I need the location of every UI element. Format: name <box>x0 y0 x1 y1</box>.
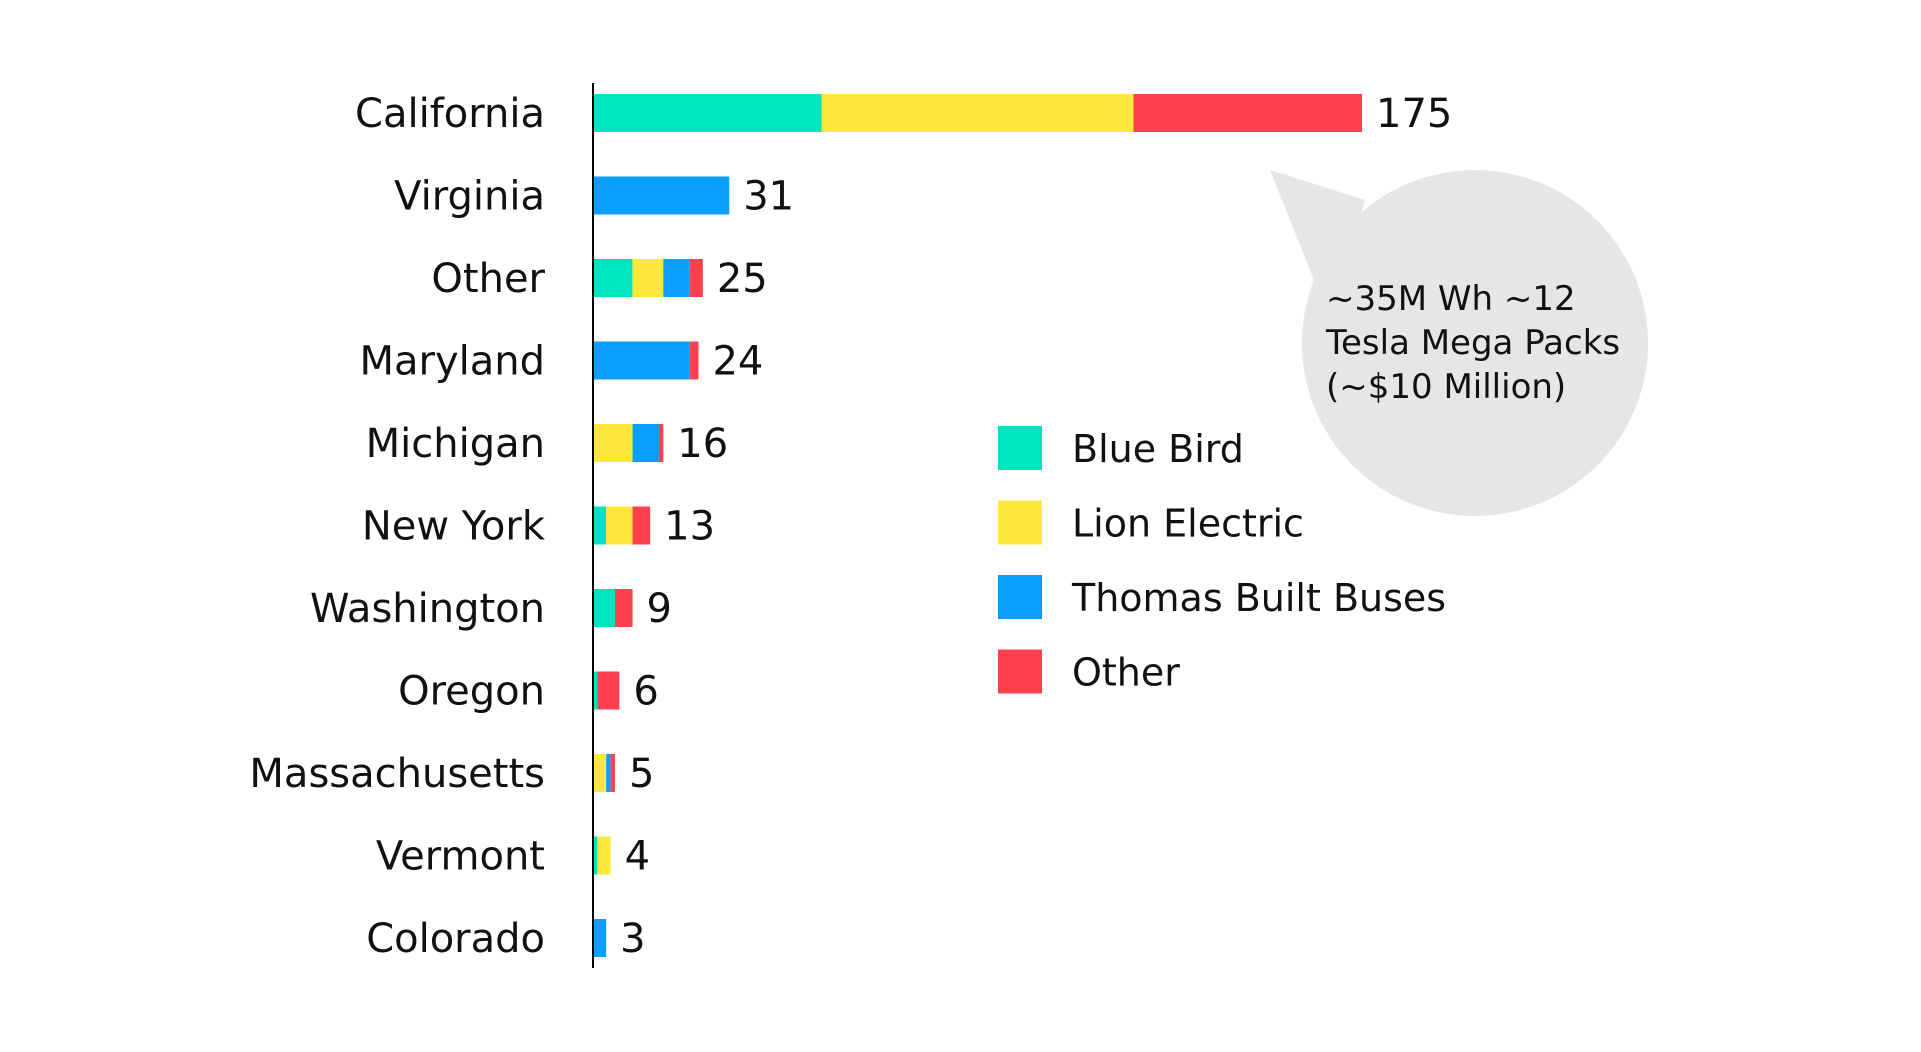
bar-segment-oregon-other <box>597 671 620 710</box>
bar-segment-other-other <box>689 259 703 297</box>
bar-segment-massachusetts-lion-electric <box>593 754 607 792</box>
category-label-other: Other <box>431 256 545 302</box>
legend-swatch-blue-bird <box>998 426 1042 470</box>
legend-label-other: Other <box>1072 651 1180 695</box>
value-label-other: 25 <box>717 256 768 302</box>
category-label-vermont: Vermont <box>376 834 545 880</box>
legend: Blue Bird Lion Electric Thomas Built Buses… <box>998 426 1446 695</box>
bar-segment-oregon-blue-bird <box>593 671 598 710</box>
bar-segment-vermont-blue-bird <box>593 836 598 875</box>
category-label-colorado: Colorado <box>366 916 545 962</box>
category-label-new-york: New York <box>362 504 546 550</box>
bar-segment-massachusetts-other <box>610 754 615 792</box>
bar-segment-california-lion-electric <box>821 94 1134 132</box>
legend-label-blue-bird: Blue Bird <box>1072 427 1244 471</box>
category-label-washington: Washington <box>310 586 545 632</box>
bar-segment-washington-other <box>614 589 633 627</box>
bubble-body <box>1302 170 1648 516</box>
bar-segment-california-blue-bird <box>593 94 822 132</box>
category-label-virginia: Virginia <box>394 174 545 220</box>
value-label-vermont: 4 <box>625 834 650 880</box>
bar-segment-virginia-thomas-built-buses <box>593 176 730 215</box>
category-label-oregon: Oregon <box>398 669 545 715</box>
bubble-text-line-1: ~35M Wh ~12 <box>1326 279 1576 319</box>
bars-layer <box>593 94 1362 957</box>
category-label-maryland: Maryland <box>359 339 545 385</box>
bubble-text-line-2: Tesla Mega Packs <box>1325 323 1620 363</box>
value-label-maryland: 24 <box>712 339 763 385</box>
bar-segment-new-york-other <box>632 506 651 545</box>
value-label-colorado: 3 <box>620 916 645 962</box>
bar-segment-other-blue-bird <box>593 259 633 297</box>
value-label-california: 175 <box>1376 91 1452 137</box>
bubble-tail <box>1270 170 1365 320</box>
bar-segment-michigan-other <box>658 424 664 462</box>
value-label-oregon: 6 <box>633 669 658 715</box>
legend-swatch-lion-electric <box>998 500 1042 545</box>
bar-segment-new-york-blue-bird <box>593 506 607 545</box>
bar-segment-vermont-lion-electric <box>597 836 611 875</box>
value-label-virginia: 31 <box>743 174 794 220</box>
bar-segment-massachusetts-thomas-built-buses <box>606 754 611 792</box>
category-label-michigan: Michigan <box>366 421 545 467</box>
labels-layer: California 175 Virginia 31 Other 25 Maryland 24… <box>249 91 1452 962</box>
bar-segment-other-lion-electric <box>632 259 664 297</box>
bar-segment-maryland-thomas-built-buses <box>593 341 690 380</box>
bar-segment-michigan-lion-electric <box>593 424 633 462</box>
value-label-michigan: 16 <box>677 421 728 467</box>
category-label-massachusetts: Massachusetts <box>249 751 545 797</box>
value-label-massachusetts: 5 <box>629 751 654 797</box>
bar-segment-maryland-other <box>689 341 699 380</box>
legend-label-lion-electric: Lion Electric <box>1072 502 1304 546</box>
value-label-washington: 9 <box>647 586 672 632</box>
bar-segment-california-other <box>1133 94 1362 132</box>
bar-segment-other-thomas-built-buses <box>663 259 690 297</box>
legend-label-thomas-built-buses: Thomas Built Buses <box>1071 576 1446 620</box>
bar-segment-washington-blue-bird <box>593 589 615 627</box>
bar-segment-new-york-lion-electric <box>606 506 633 545</box>
value-label-new-york: 13 <box>664 504 715 550</box>
legend-swatch-thomas-built-buses <box>998 575 1042 619</box>
bar-segment-michigan-thomas-built-buses <box>632 424 659 462</box>
category-label-california: California <box>355 91 545 137</box>
legend-swatch-other <box>998 649 1042 694</box>
bar-segment-colorado-thomas-built-buses <box>593 919 607 957</box>
bubble-text-line-3: (~$10 Million) <box>1326 367 1566 407</box>
